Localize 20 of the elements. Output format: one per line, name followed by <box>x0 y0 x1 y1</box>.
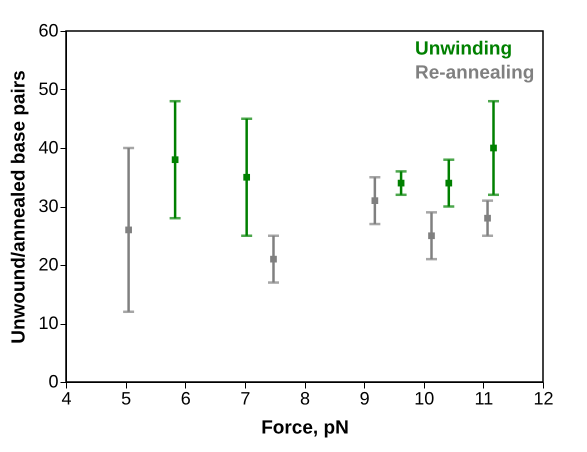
y-tick-label: 0 <box>48 372 58 392</box>
y-axis-title: Unwound/annealed base pairs <box>8 70 30 344</box>
x-tick-label: 7 <box>240 388 250 408</box>
x-tick-label: 8 <box>300 388 310 408</box>
x-axis-title: Force, pN <box>261 418 349 438</box>
x-tick-label: 12 <box>533 388 554 408</box>
y-tick-label: 40 <box>38 138 58 158</box>
x-tick-label: 10 <box>414 388 434 408</box>
y-tick-label: 30 <box>38 196 58 216</box>
y-tick-label: 50 <box>38 79 58 99</box>
text: Re-annealing <box>415 62 534 84</box>
y-tick-label: 20 <box>38 254 58 274</box>
x-tick-label: 9 <box>360 388 370 408</box>
x-tick-label: 5 <box>121 388 132 408</box>
x-tick-label: 11 <box>474 388 494 408</box>
y-tick-label: 60 <box>38 20 58 40</box>
x-tick-label: 4 <box>61 388 72 408</box>
x-tick-label: 6 <box>180 388 191 408</box>
y-tick-label: 10 <box>38 313 58 333</box>
text: Unwinding <box>415 38 512 60</box>
